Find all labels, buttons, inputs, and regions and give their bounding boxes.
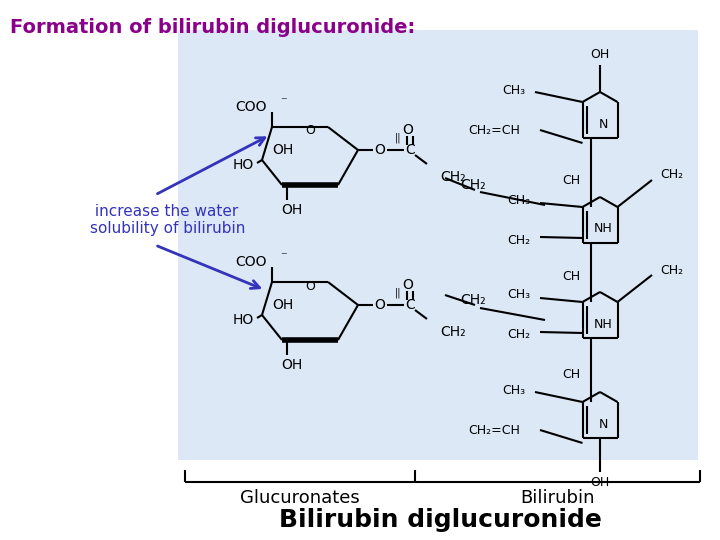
- Text: ⁻: ⁻: [280, 96, 287, 109]
- Text: HO: HO: [233, 313, 254, 327]
- Text: O: O: [402, 123, 413, 137]
- Text: OH: OH: [282, 358, 302, 372]
- Text: O: O: [305, 125, 315, 138]
- Text: ⁻: ⁻: [280, 251, 287, 264]
- Text: CH₂: CH₂: [507, 328, 530, 341]
- Text: CH₃: CH₃: [507, 288, 530, 301]
- Text: CH: CH: [562, 271, 580, 284]
- Text: CH₃: CH₃: [502, 383, 525, 396]
- Text: OH: OH: [272, 143, 293, 157]
- Text: OH: OH: [282, 203, 302, 217]
- Text: O: O: [305, 280, 315, 293]
- Text: increase the water
solubility of bilirubin: increase the water solubility of bilirub…: [90, 204, 246, 236]
- Text: COO: COO: [235, 255, 267, 269]
- Text: NH: NH: [594, 318, 613, 330]
- Text: CH₂: CH₂: [507, 233, 530, 246]
- Text: OH: OH: [590, 476, 610, 489]
- Text: Bilirubin: Bilirubin: [521, 489, 595, 507]
- Text: Formation of bilirubin diglucuronide:: Formation of bilirubin diglucuronide:: [10, 18, 415, 37]
- Text: CH₃: CH₃: [507, 193, 530, 206]
- Text: CH₂: CH₂: [660, 168, 683, 181]
- Text: NH: NH: [594, 222, 613, 235]
- Text: C: C: [405, 143, 415, 157]
- Text: N: N: [599, 118, 608, 131]
- Text: CH: CH: [562, 368, 580, 381]
- Text: COO: COO: [235, 100, 267, 114]
- Text: ||: ||: [395, 133, 401, 143]
- Text: O: O: [374, 143, 385, 157]
- Text: CH₂: CH₂: [440, 325, 466, 339]
- Text: CH₂: CH₂: [460, 178, 485, 192]
- Text: CH₂: CH₂: [660, 264, 683, 276]
- Text: O: O: [402, 278, 413, 292]
- Text: Glucuronates: Glucuronates: [240, 489, 360, 507]
- Text: Bilirubin diglucuronide: Bilirubin diglucuronide: [279, 508, 601, 532]
- Text: OH: OH: [590, 49, 610, 62]
- Text: CH₂: CH₂: [460, 293, 485, 307]
- Text: OH: OH: [272, 298, 293, 312]
- Text: HO: HO: [233, 158, 254, 172]
- Text: CH₂: CH₂: [440, 170, 466, 184]
- Text: CH₂=CH: CH₂=CH: [468, 423, 520, 436]
- Text: CH: CH: [562, 173, 580, 186]
- Text: O: O: [374, 298, 385, 312]
- Text: ||: ||: [395, 288, 401, 298]
- Text: CH₃: CH₃: [502, 84, 525, 97]
- Text: CH₂=CH: CH₂=CH: [468, 124, 520, 137]
- Text: C: C: [405, 298, 415, 312]
- Bar: [178, 30, 698, 460]
- Text: N: N: [599, 417, 608, 430]
